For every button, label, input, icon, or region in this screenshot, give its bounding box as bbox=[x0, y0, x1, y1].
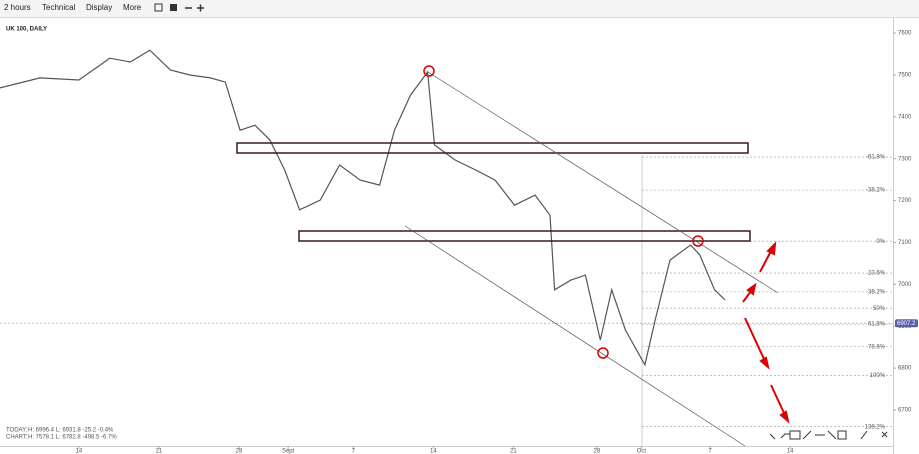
x-tick-label: Oct bbox=[637, 449, 647, 454]
price-line bbox=[0, 49, 726, 367]
pivot-circle bbox=[692, 235, 704, 247]
y-tick-label: 7600 bbox=[898, 31, 912, 37]
last-price-tag bbox=[895, 319, 918, 328]
tool-fib[interactable] bbox=[789, 430, 801, 440]
y-tick-label: 7300 bbox=[898, 156, 912, 162]
y-tick-label: 6800 bbox=[898, 366, 912, 372]
fib-label: 78.6% bbox=[868, 344, 886, 350]
x-tick-label: 7 bbox=[708, 449, 712, 454]
resistance-zone bbox=[236, 142, 749, 154]
arrow-head bbox=[766, 241, 777, 256]
fib-label: 138.2% bbox=[865, 424, 886, 430]
x-tick-label: 14 bbox=[787, 449, 794, 454]
fib-label: 0% bbox=[876, 239, 885, 245]
pivot-circle bbox=[423, 65, 435, 77]
y-tick-label: 7400 bbox=[898, 114, 912, 120]
chart-info: H: 7578.1 L: 6782.8 -498.5 -6.7% bbox=[28, 435, 117, 441]
y-tick-label: 7200 bbox=[898, 198, 912, 204]
zoom-in-button[interactable] bbox=[197, 4, 204, 12]
tool-rect[interactable] bbox=[837, 430, 847, 440]
arrows bbox=[742, 241, 790, 424]
fib-label: 61.8% bbox=[868, 322, 886, 328]
support-zone bbox=[298, 230, 751, 242]
pivot-circle bbox=[597, 347, 609, 359]
x-tick-label: 21 bbox=[510, 449, 517, 454]
channel-upper bbox=[427, 71, 779, 294]
y-tick-label: 7500 bbox=[898, 73, 912, 79]
tool-line[interactable] bbox=[780, 433, 790, 439]
arrow bbox=[744, 317, 765, 360]
today-label: TODAY: bbox=[6, 428, 28, 434]
today-info: H: 6996.4 L: 6931.8 -25.2 -0.4% bbox=[28, 428, 114, 434]
x-tick-label: 21 bbox=[156, 449, 163, 454]
last-price-label: 6907.2 bbox=[897, 321, 916, 327]
x-tick-label: Sept bbox=[282, 449, 295, 454]
technical-menu[interactable]: Technical bbox=[42, 3, 76, 12]
drawing-tools bbox=[769, 430, 888, 440]
channel-lower bbox=[404, 225, 746, 447]
x-tick-label: 14 bbox=[430, 449, 437, 454]
x-tick-label: 28 bbox=[236, 449, 243, 454]
arrow bbox=[770, 384, 785, 414]
fib-label: -61.8% bbox=[866, 155, 886, 161]
y-tick-label: 7100 bbox=[898, 240, 912, 246]
open-button[interactable] bbox=[154, 3, 163, 12]
fib-label: 50% bbox=[873, 306, 886, 312]
fib-label: 23.6% bbox=[868, 271, 886, 277]
y-tick-label: 6700 bbox=[898, 408, 912, 414]
arrow-head bbox=[779, 410, 790, 424]
fib-label: 38.2% bbox=[868, 289, 886, 295]
arrow bbox=[742, 290, 752, 303]
tool-ray[interactable] bbox=[827, 430, 837, 440]
annotations bbox=[236, 65, 779, 447]
fib-label: 100% bbox=[870, 373, 886, 379]
x-tick-label: 14 bbox=[76, 449, 83, 454]
arrow-head bbox=[746, 282, 757, 296]
fib-label: -38.2% bbox=[866, 188, 886, 194]
tool-trend[interactable] bbox=[802, 430, 812, 440]
chart-label: CHART: bbox=[6, 435, 28, 441]
tool-pointer[interactable] bbox=[769, 433, 776, 440]
tool-pen[interactable] bbox=[860, 430, 868, 440]
x-tick-label: 7 bbox=[352, 449, 356, 454]
y-tick-label: 7000 bbox=[898, 282, 912, 288]
x-tick-label: 28 bbox=[594, 449, 601, 454]
arrow bbox=[759, 250, 772, 273]
chart-title: UK 100, DAILY bbox=[6, 27, 47, 33]
more-menu[interactable]: More bbox=[123, 3, 142, 12]
tool-close[interactable] bbox=[881, 431, 888, 438]
toolbar bbox=[0, 0, 919, 17]
timeframe-menu[interactable]: 2 hours bbox=[4, 3, 31, 12]
arrow-head bbox=[759, 356, 770, 370]
save-button[interactable] bbox=[170, 4, 177, 11]
display-menu[interactable]: Display bbox=[86, 3, 112, 12]
